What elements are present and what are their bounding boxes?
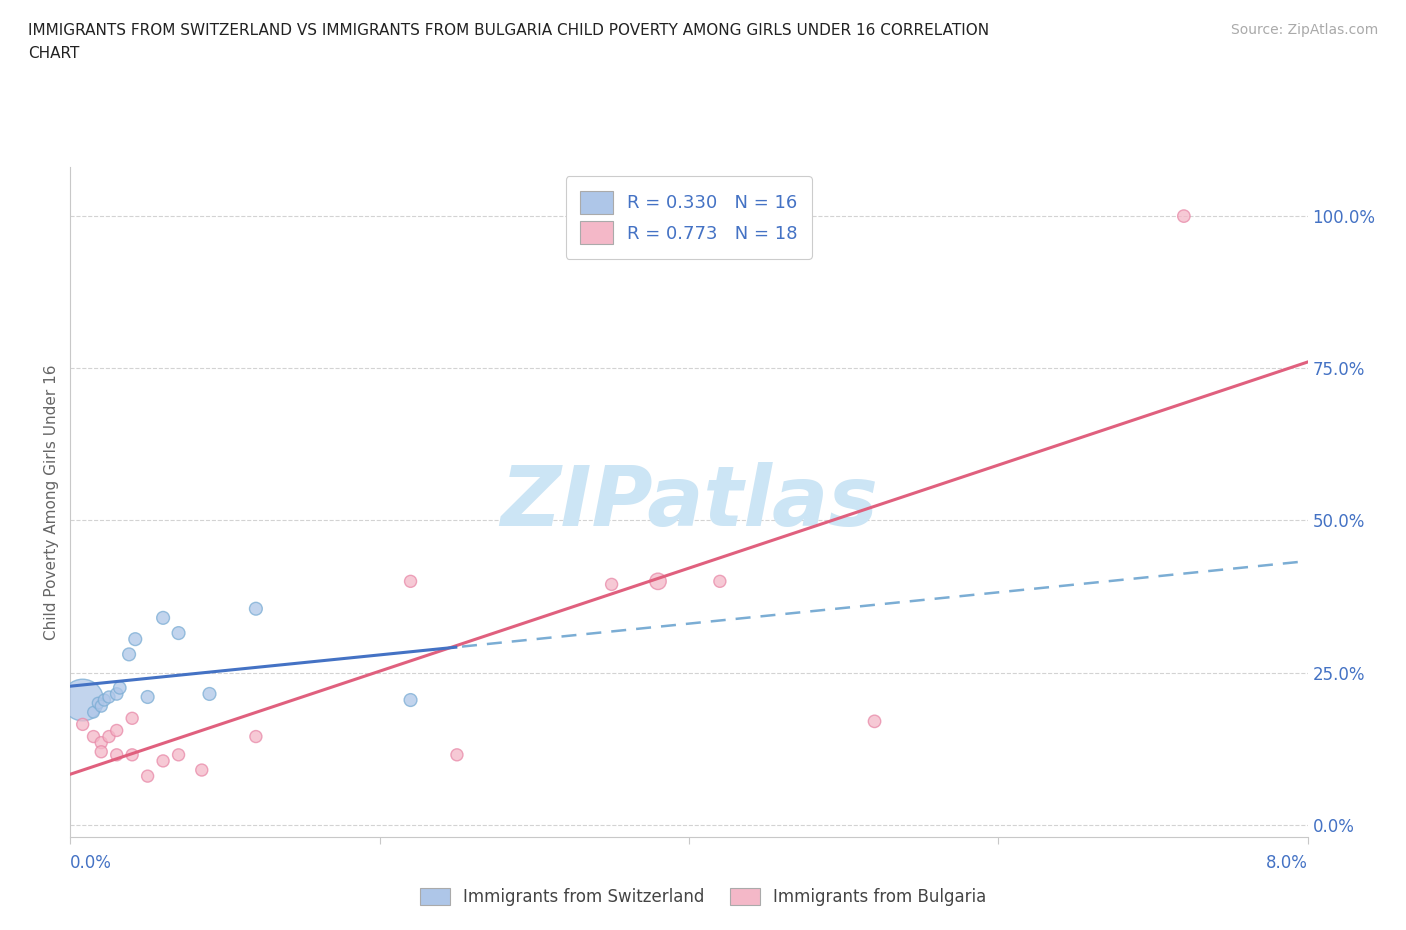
- Text: 8.0%: 8.0%: [1265, 854, 1308, 871]
- Point: [167, 626, 190, 641]
- Y-axis label: Child Poverty Among Girls Under 16: Child Poverty Among Girls Under 16: [44, 365, 59, 640]
- Point: [118, 647, 141, 662]
- Point: [245, 729, 267, 744]
- Point: [98, 729, 120, 744]
- Point: [245, 602, 267, 617]
- Point: [167, 748, 190, 763]
- Point: [121, 748, 143, 763]
- Point: [72, 693, 94, 708]
- Text: IMMIGRANTS FROM SWITZERLAND VS IMMIGRANTS FROM BULGARIA CHILD POVERTY AMONG GIRL: IMMIGRANTS FROM SWITZERLAND VS IMMIGRANT…: [28, 23, 990, 38]
- Point: [709, 574, 731, 589]
- Text: ZIPatlas: ZIPatlas: [501, 461, 877, 543]
- Text: Source: ZipAtlas.com: Source: ZipAtlas.com: [1230, 23, 1378, 37]
- Point: [105, 748, 128, 763]
- Point: [90, 744, 112, 759]
- Point: [98, 689, 120, 704]
- Point: [82, 705, 105, 720]
- Legend: Immigrants from Switzerland, Immigrants from Bulgaria: Immigrants from Switzerland, Immigrants …: [413, 881, 993, 912]
- Point: [647, 574, 669, 589]
- Point: [90, 736, 112, 751]
- Text: 0.0%: 0.0%: [70, 854, 112, 871]
- Point: [399, 574, 422, 589]
- Point: [1173, 208, 1195, 223]
- Point: [152, 610, 174, 625]
- Point: [399, 693, 422, 708]
- Point: [600, 577, 623, 591]
- Point: [152, 753, 174, 768]
- Point: [72, 717, 94, 732]
- Point: [863, 714, 886, 729]
- Point: [87, 696, 110, 711]
- Point: [108, 681, 131, 696]
- Point: [121, 711, 143, 725]
- Legend: R = 0.330   N = 16, R = 0.773   N = 18: R = 0.330 N = 16, R = 0.773 N = 18: [565, 177, 813, 259]
- Point: [124, 631, 146, 646]
- Point: [198, 686, 221, 701]
- Text: CHART: CHART: [28, 46, 80, 61]
- Point: [90, 698, 112, 713]
- Point: [191, 763, 214, 777]
- Point: [446, 748, 468, 763]
- Point: [105, 686, 128, 701]
- Point: [105, 723, 128, 737]
- Point: [136, 769, 159, 784]
- Point: [136, 689, 159, 704]
- Point: [82, 729, 105, 744]
- Point: [93, 693, 115, 708]
